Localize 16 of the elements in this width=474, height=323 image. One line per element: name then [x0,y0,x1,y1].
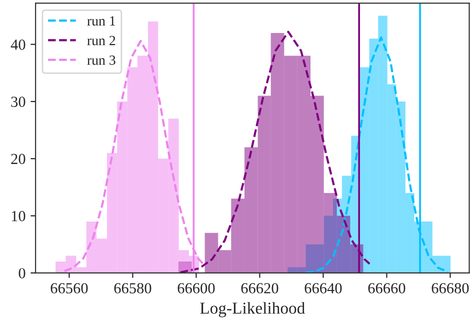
x-tick-label: 66600 [178,283,215,294]
y-tick-label: 40 [10,40,26,50]
x-tick-label: 66640 [304,283,342,294]
legend-label: run 3 [87,56,116,65]
x-tick-label: 66620 [241,283,278,294]
legend-label: run 1 [87,16,116,26]
x-tick-label: 66560 [50,283,88,294]
x-axis-title: Log-Likelihood [200,302,305,318]
x-tick-label: 66680 [432,283,469,294]
y-tick-label: 10 [12,210,26,222]
y-tick-label: 20 [11,154,26,164]
legend-label: run 2 [87,36,116,46]
x-tick-label: 66660 [368,283,406,294]
x-tick-label: 66580 [114,283,152,294]
y-tick-label: 30 [11,96,26,107]
y-tick-label: 0 [18,268,26,278]
